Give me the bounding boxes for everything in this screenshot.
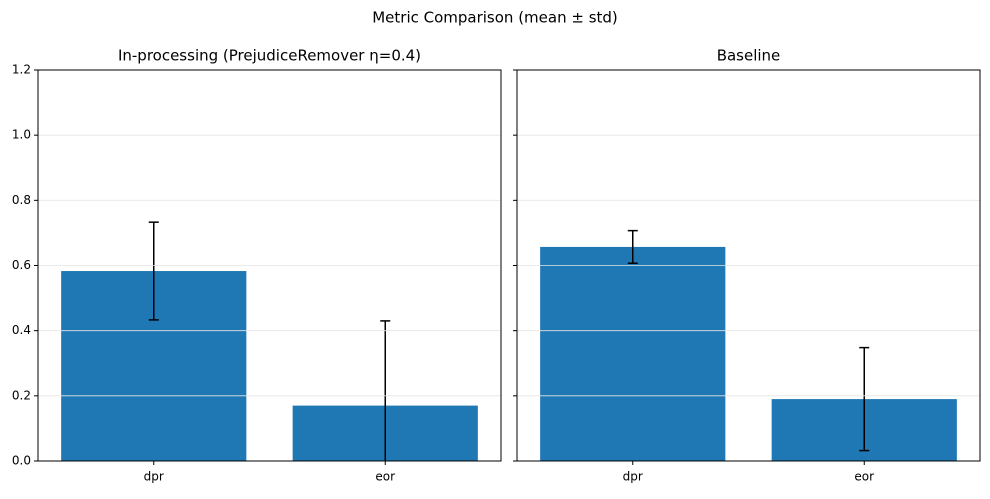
bar xyxy=(540,246,726,461)
subplot-title: Baseline xyxy=(717,47,781,65)
error-bar xyxy=(859,346,870,452)
axes-frame xyxy=(516,69,981,462)
y-tick-label: 0.8 xyxy=(12,193,31,207)
x-tick-label: dpr xyxy=(623,470,643,484)
y-tick-label: 1.0 xyxy=(12,128,31,142)
y-tick-label: 1.2 xyxy=(12,63,31,77)
axes-frame xyxy=(37,69,502,462)
y-tick-label: 0.2 xyxy=(12,388,31,402)
x-tick-label: dpr xyxy=(144,470,164,484)
error-bar xyxy=(380,320,391,461)
x-tick-label: eor xyxy=(854,470,874,484)
plot-area xyxy=(540,229,957,461)
y-tick-label: 0.6 xyxy=(12,258,31,272)
y-tick-label: 0.0 xyxy=(12,454,31,468)
y-tick-label: 0.4 xyxy=(12,323,31,337)
plot-area xyxy=(61,221,478,461)
x-tick-label: eor xyxy=(375,470,395,484)
figure-title: Metric Comparison (mean ± std) xyxy=(372,9,618,27)
error-bar xyxy=(148,221,159,321)
subplot-title: In-processing (PrejudiceRemover η=0.4) xyxy=(118,47,421,65)
error-bar xyxy=(627,229,638,264)
